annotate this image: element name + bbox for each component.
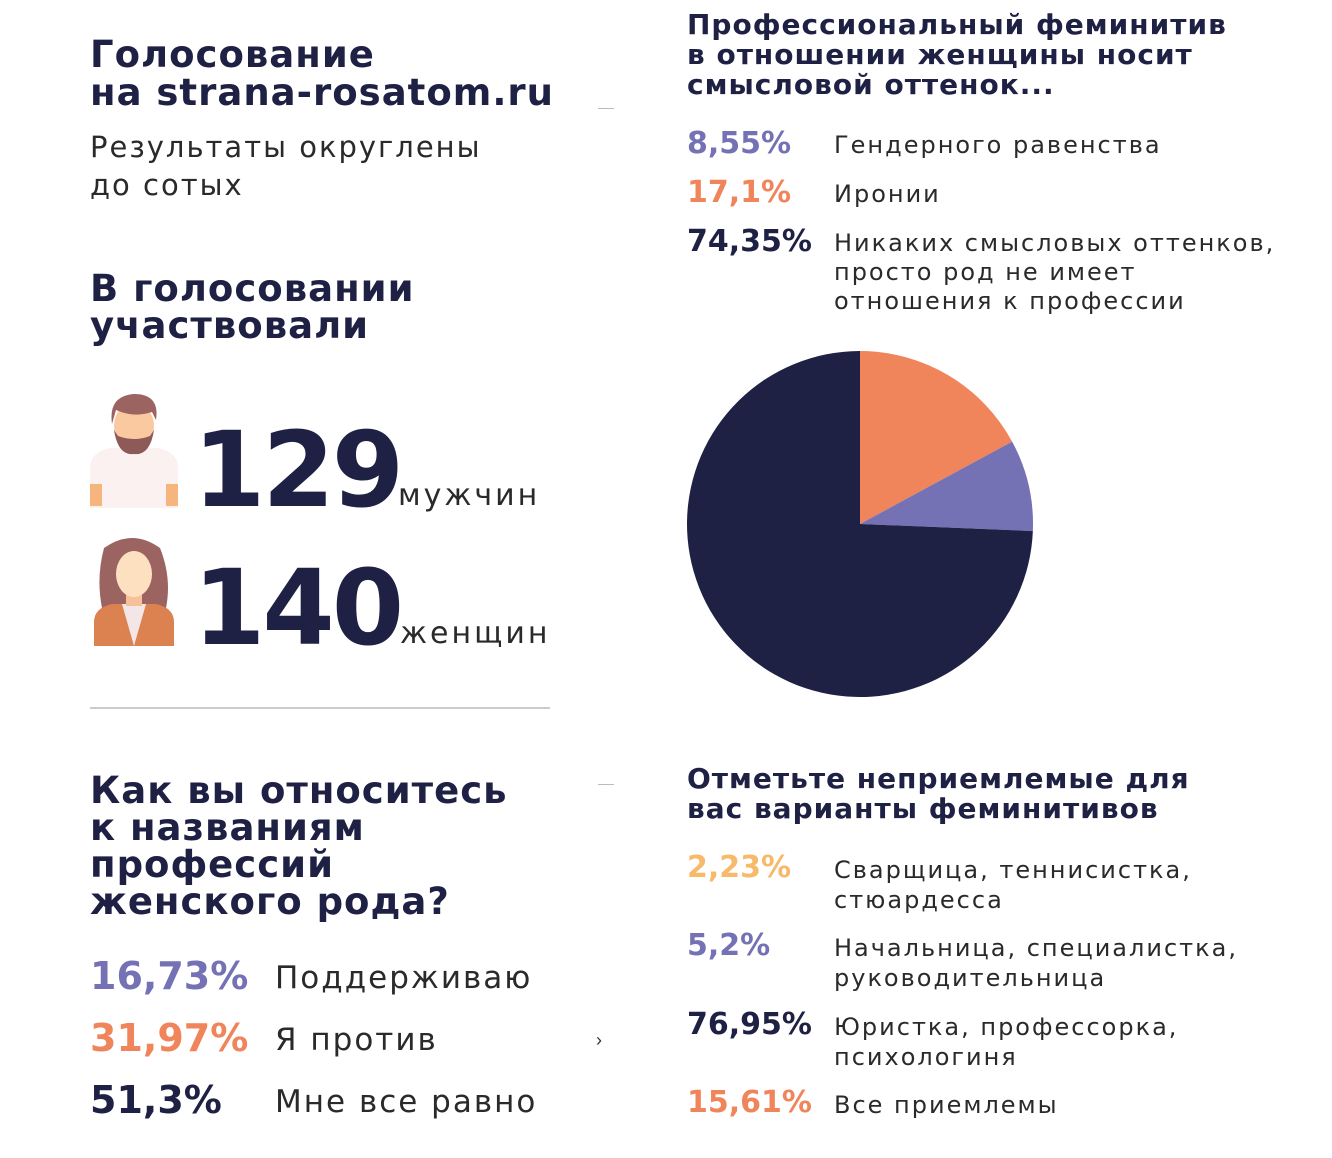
pie-slice [860,351,1013,524]
title-line: смысловой оттенок... [687,68,1055,101]
women-label: женщин [400,616,551,651]
percent-value: 5,2% [687,928,771,963]
chevron-right-icon[interactable]: › [596,1030,602,1050]
label-line: стюардесса [834,886,1004,914]
title-line: вас варианты феминитивов [687,792,1159,825]
men-count: 129 [193,409,404,531]
list-item: 2,23% Сварщица, теннисистка, стюардесса [687,850,1307,928]
subtitle-line: Результаты округлены [90,130,482,164]
subtitle-line: до сотых [90,168,244,202]
percent-value: 8,55% [687,126,792,161]
option-label: Я против [275,1022,438,1058]
pie-slice [687,351,1033,697]
label-line: руководительница [834,964,1107,992]
list-item: 8,55% Гендерного равенства [687,126,1307,175]
list-item: 16,73% Поддерживаю [90,954,590,1016]
title-line: Голосование [90,33,375,76]
title-line: участвовали [90,304,370,347]
title-line: Как вы относитесь [90,769,508,812]
pie-chart [687,351,1033,697]
label-line: отношения к профессии [834,287,1186,315]
title-line: Профессиональный феминитив [687,8,1227,41]
list-item: 5,2% Начальница, специалистка, руководит… [687,928,1307,1007]
participants-title: В голосовании участвовали [90,270,415,344]
percent-value: 76,95% [687,1007,812,1042]
percent-value: 17,1% [687,175,792,210]
percent-value: 51,3% [90,1078,222,1122]
option-label: Мне все равно [275,1084,538,1120]
nuance-title: Профессиональный феминитив в отношении ж… [687,10,1227,100]
label-line: Начальница, специалистка, [834,934,1238,962]
option-label: Сварщица, теннисистка, стюардесса [834,855,1192,915]
divider [598,108,614,109]
list-item: 76,95% Юристка, профессорка, психологиня [687,1007,1307,1085]
percent-value: 2,23% [687,850,792,885]
women-count: 140 [193,547,404,669]
title-line: к названиям [90,806,365,849]
label-line: Все приемлемы [834,1091,1059,1119]
list-item: 51,3% Мне все равно [90,1078,590,1140]
label-line: психологиня [834,1043,1018,1071]
option-label: Никаких смысловых оттенков, просто род н… [834,229,1275,316]
men-label: мужчин [398,478,541,513]
label-line: Юристка, профессорка, [834,1013,1179,1041]
divider [598,784,614,785]
unacceptable-list: 2,23% Сварщица, теннисистка, стюардесса … [687,850,1307,1125]
label-line: Никаких смысловых оттенков, [834,229,1276,257]
title-line: на strana-rosatom.ru [90,71,554,114]
woman-avatar-icon [94,538,174,646]
title-line: женского рода? [90,880,450,923]
title-line: профессий [90,843,334,886]
unacceptable-title: Отметьте неприемлемые для вас варианты ф… [687,764,1190,824]
percent-value: 16,73% [90,954,249,998]
man-avatar-icon [90,394,178,508]
option-label: Гендерного равенства [834,131,1162,159]
attitude-list: 16,73% Поддерживаю 31,97% Я против 51,3%… [90,954,590,1140]
option-label: Иронии [834,180,941,208]
option-label: Юристка, профессорка, психологиня [834,1012,1178,1072]
percent-value: 74,35% [687,224,812,259]
page-title: Голосование на strana-rosatom.ru [90,36,554,112]
title-line: В голосовании [90,267,415,310]
list-item: 31,97% Я против [90,1016,590,1078]
percent-value: 31,97% [90,1016,249,1060]
list-item: 17,1% Иронии [687,175,1307,224]
section-divider [90,707,550,709]
title-line: Отметьте неприемлемые для [687,762,1190,795]
attitude-title: Как вы относитесь к названиям профессий … [90,772,508,920]
title-line: в отношении женщины носит [687,38,1193,71]
option-label: Поддерживаю [275,960,533,996]
percent-value: 15,61% [687,1085,812,1120]
nuance-list: 8,55% Гендерного равенства 17,1% Иронии … [687,126,1307,324]
subtitle: Результаты округлены до сотых [90,128,482,204]
list-item: 15,61% Все приемлемы [687,1085,1307,1125]
list-item: 74,35% Никаких смысловых оттенков, прост… [687,224,1307,324]
option-label: Все приемлемы [834,1090,1059,1120]
label-line: Сварщица, теннисистка, [834,856,1192,884]
label-line: просто род не имеет [834,258,1137,286]
pie-slice [860,441,1033,532]
option-label: Начальница, специалистка, руководительни… [834,933,1238,993]
